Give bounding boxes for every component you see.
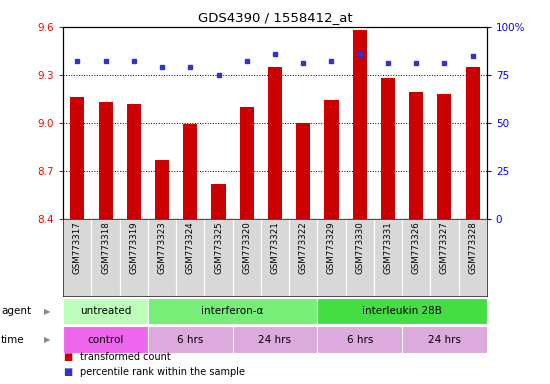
Text: time: time bbox=[1, 335, 25, 345]
Bar bbox=[402, 326, 487, 353]
Text: interleukin 28B: interleukin 28B bbox=[362, 306, 442, 316]
Bar bbox=[268, 67, 282, 219]
Bar bbox=[176, 219, 205, 296]
Text: GSM773331: GSM773331 bbox=[383, 221, 393, 274]
Bar bbox=[240, 107, 254, 219]
Bar bbox=[155, 160, 169, 219]
Bar bbox=[63, 298, 148, 324]
Bar bbox=[212, 184, 225, 219]
Text: GSM773325: GSM773325 bbox=[214, 221, 223, 274]
Text: control: control bbox=[87, 335, 124, 345]
Bar bbox=[63, 326, 148, 353]
Bar bbox=[430, 219, 459, 296]
Bar bbox=[289, 219, 317, 296]
Bar bbox=[233, 326, 317, 353]
Text: 6 hrs: 6 hrs bbox=[177, 335, 204, 345]
Bar bbox=[459, 219, 487, 296]
Bar bbox=[345, 219, 374, 296]
Text: GSM773322: GSM773322 bbox=[299, 221, 308, 274]
Text: ▶: ▶ bbox=[44, 306, 51, 316]
Bar bbox=[296, 123, 310, 219]
Bar bbox=[317, 219, 345, 296]
Text: GSM773323: GSM773323 bbox=[157, 221, 167, 274]
Bar bbox=[374, 219, 402, 296]
Bar bbox=[148, 219, 176, 296]
Bar bbox=[317, 326, 402, 353]
Bar bbox=[409, 93, 424, 219]
Bar bbox=[317, 298, 487, 324]
Bar bbox=[98, 102, 113, 219]
Text: GSM773319: GSM773319 bbox=[129, 221, 139, 274]
Text: GSM773317: GSM773317 bbox=[73, 221, 82, 274]
Bar bbox=[205, 219, 233, 296]
Bar bbox=[91, 219, 120, 296]
Text: 24 hrs: 24 hrs bbox=[258, 335, 292, 345]
Bar bbox=[70, 97, 85, 219]
Bar bbox=[120, 219, 148, 296]
Bar bbox=[261, 219, 289, 296]
Text: agent: agent bbox=[1, 306, 31, 316]
Bar bbox=[126, 104, 141, 219]
Bar bbox=[233, 219, 261, 296]
Text: interferon-α: interferon-α bbox=[201, 306, 264, 316]
Text: GSM773321: GSM773321 bbox=[271, 221, 279, 274]
Bar bbox=[148, 326, 233, 353]
Bar bbox=[402, 219, 430, 296]
Bar bbox=[63, 219, 91, 296]
Text: GDS4390 / 1558412_at: GDS4390 / 1558412_at bbox=[197, 12, 353, 25]
Bar bbox=[324, 101, 339, 219]
Text: ■: ■ bbox=[63, 367, 73, 377]
Text: GSM773330: GSM773330 bbox=[355, 221, 364, 274]
Text: GSM773326: GSM773326 bbox=[411, 221, 421, 274]
Text: transformed count: transformed count bbox=[80, 352, 170, 362]
Text: untreated: untreated bbox=[80, 306, 131, 316]
Text: percentile rank within the sample: percentile rank within the sample bbox=[80, 367, 245, 377]
Text: GSM773318: GSM773318 bbox=[101, 221, 110, 274]
Text: GSM773320: GSM773320 bbox=[242, 221, 251, 274]
Text: ▶: ▶ bbox=[44, 335, 51, 344]
Text: GSM773329: GSM773329 bbox=[327, 221, 336, 274]
Text: ■: ■ bbox=[63, 352, 73, 362]
Text: 6 hrs: 6 hrs bbox=[346, 335, 373, 345]
Text: GSM773327: GSM773327 bbox=[440, 221, 449, 274]
Bar bbox=[465, 67, 480, 219]
Bar bbox=[353, 30, 367, 219]
Bar bbox=[437, 94, 452, 219]
Bar bbox=[148, 298, 317, 324]
Bar bbox=[183, 124, 197, 219]
Text: 24 hrs: 24 hrs bbox=[428, 335, 461, 345]
Text: GSM773328: GSM773328 bbox=[468, 221, 477, 274]
Bar bbox=[381, 78, 395, 219]
Text: GSM773324: GSM773324 bbox=[186, 221, 195, 274]
